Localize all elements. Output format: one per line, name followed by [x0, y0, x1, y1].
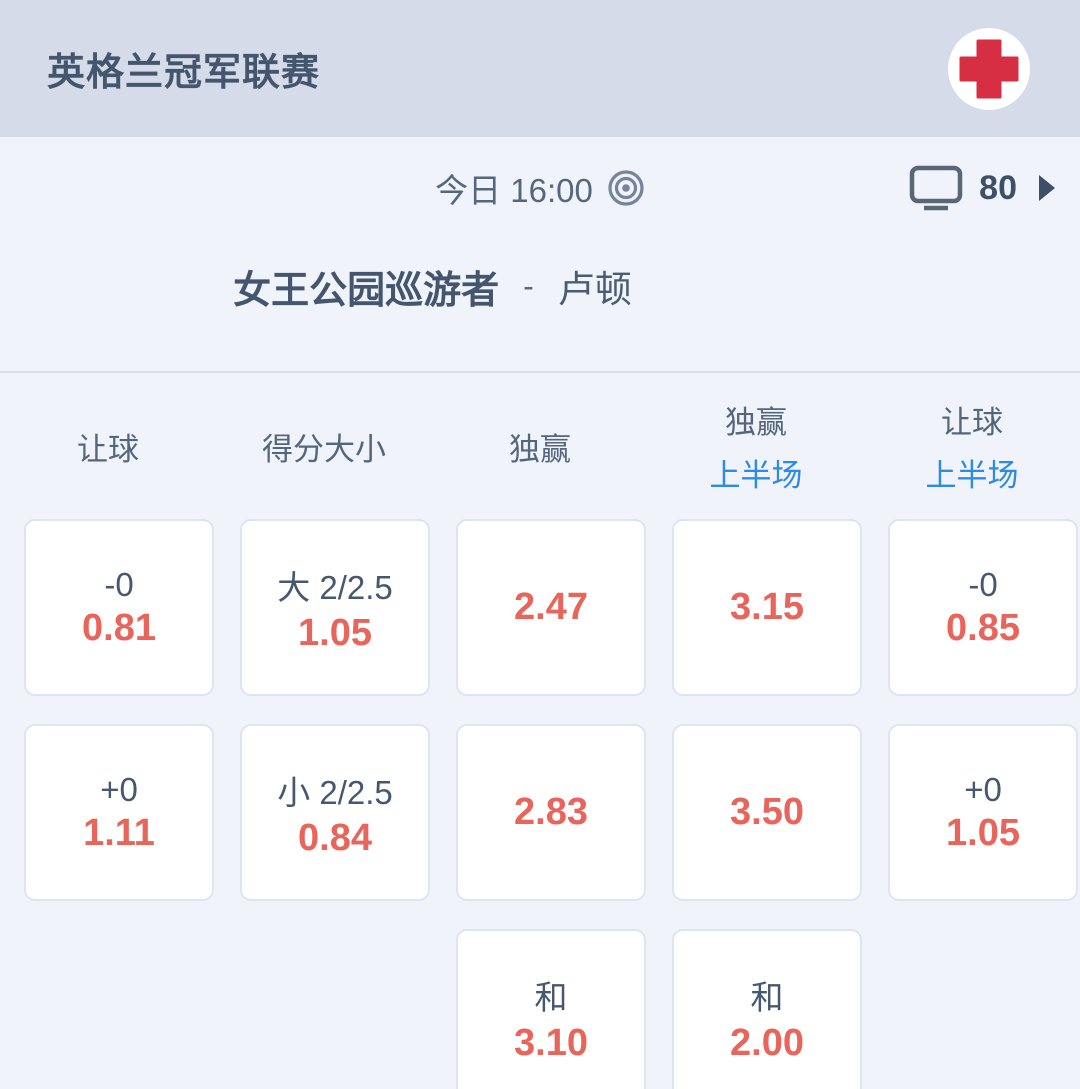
column-header-over-under: 得分大小: [216, 424, 432, 469]
chevron-right-icon: [1039, 175, 1056, 201]
odds-line: 和: [750, 978, 784, 1016]
column-label: 独赢: [725, 405, 787, 440]
odds-card-moneyline-firsthalf-draw[interactable]: 和 2.00: [672, 929, 862, 1089]
odds-card-moneyline-draw[interactable]: 和 3.10: [456, 929, 646, 1089]
column-label: 独赢: [509, 431, 571, 467]
tv-streams-button[interactable]: 80: [909, 165, 1056, 211]
odds-value: 0.81: [82, 606, 156, 649]
match-time: 今日 16:00: [435, 172, 593, 209]
odds-value: 2.83: [514, 791, 588, 833]
odds-card-handicap-firsthalf-away[interactable]: +0 1.05: [888, 724, 1078, 901]
odds-card-handicap-firsthalf-home[interactable]: -0 0.85: [888, 519, 1078, 696]
column-header-handicap-first-half: 让球 上半场: [864, 397, 1080, 495]
match-meta-row: 今日 16:00 80: [0, 137, 1080, 239]
odds-value: 2.47: [514, 586, 588, 628]
column-header-moneyline-first-half: 独赢 上半场: [648, 397, 864, 495]
odds-value: 3.15: [730, 586, 804, 628]
column-label: 得分大小: [262, 431, 386, 467]
odds-card-moneyline-away[interactable]: 2.83: [456, 724, 646, 901]
odds-card-moneyline-firsthalf-away[interactable]: 3.50: [672, 724, 862, 901]
odds-line: 大 2/2.5: [277, 568, 393, 606]
odds-line: +0: [964, 770, 1002, 808]
odds-line: -0: [968, 565, 998, 603]
odds-value: 0.85: [946, 606, 1020, 649]
odds-value: 1.11: [83, 811, 155, 854]
odds-line: +0: [100, 770, 138, 808]
odds-card-over[interactable]: 大 2/2.5 1.05: [240, 519, 430, 696]
odds-card-under[interactable]: 小 2/2.5 0.84: [240, 724, 430, 901]
home-team-name: 女王公园巡游者: [233, 269, 500, 312]
odds-value: 2.00: [730, 1021, 804, 1064]
league-header-bar: 英格兰冠军联赛: [0, 0, 1080, 137]
odds-value: 3.50: [730, 791, 804, 833]
odds-value: 3.10: [514, 1021, 588, 1064]
bullseye-icon[interactable]: [607, 169, 645, 207]
away-team-name: 卢顿: [557, 269, 632, 310]
odds-grid: -0 0.81 大 2/2.5 1.05 2.47 3.15 -0 0.85 +…: [0, 519, 1080, 1089]
odds-value: 0.84: [298, 816, 372, 859]
section-divider: [0, 371, 1080, 373]
tv-count: 80: [979, 168, 1017, 207]
odds-line: 和: [534, 978, 568, 1016]
odds-card-handicap-away[interactable]: +0 1.11: [24, 724, 214, 901]
column-header-handicap: 让球: [0, 424, 216, 469]
column-sublabel-first-half: 上半场: [709, 458, 803, 493]
odds-card-handicap-home[interactable]: -0 0.81: [24, 519, 214, 696]
odds-column-headers: 让球 得分大小 独赢 独赢 上半场 让球 上半场: [0, 373, 1080, 519]
odds-card-moneyline-firsthalf-home[interactable]: 3.15: [672, 519, 862, 696]
red-cross-badge-icon: [948, 27, 1030, 110]
team-separator: -: [523, 267, 534, 304]
column-header-moneyline: 独赢: [432, 424, 648, 469]
odds-value: 1.05: [946, 811, 1020, 854]
odds-value: 1.05: [298, 611, 372, 654]
odds-card-moneyline-home[interactable]: 2.47: [456, 519, 646, 696]
league-title: 英格兰冠军联赛: [47, 52, 321, 94]
column-label: 让球: [77, 431, 139, 467]
match-title-row: 女王公园巡游者 - 卢顿: [0, 239, 1080, 333]
tv-icon: [909, 165, 963, 211]
odds-line: 小 2/2.5: [277, 773, 393, 811]
odds-line: -0: [104, 565, 134, 603]
column-sublabel-first-half: 上半场: [925, 458, 1019, 493]
column-label: 让球: [941, 405, 1003, 440]
